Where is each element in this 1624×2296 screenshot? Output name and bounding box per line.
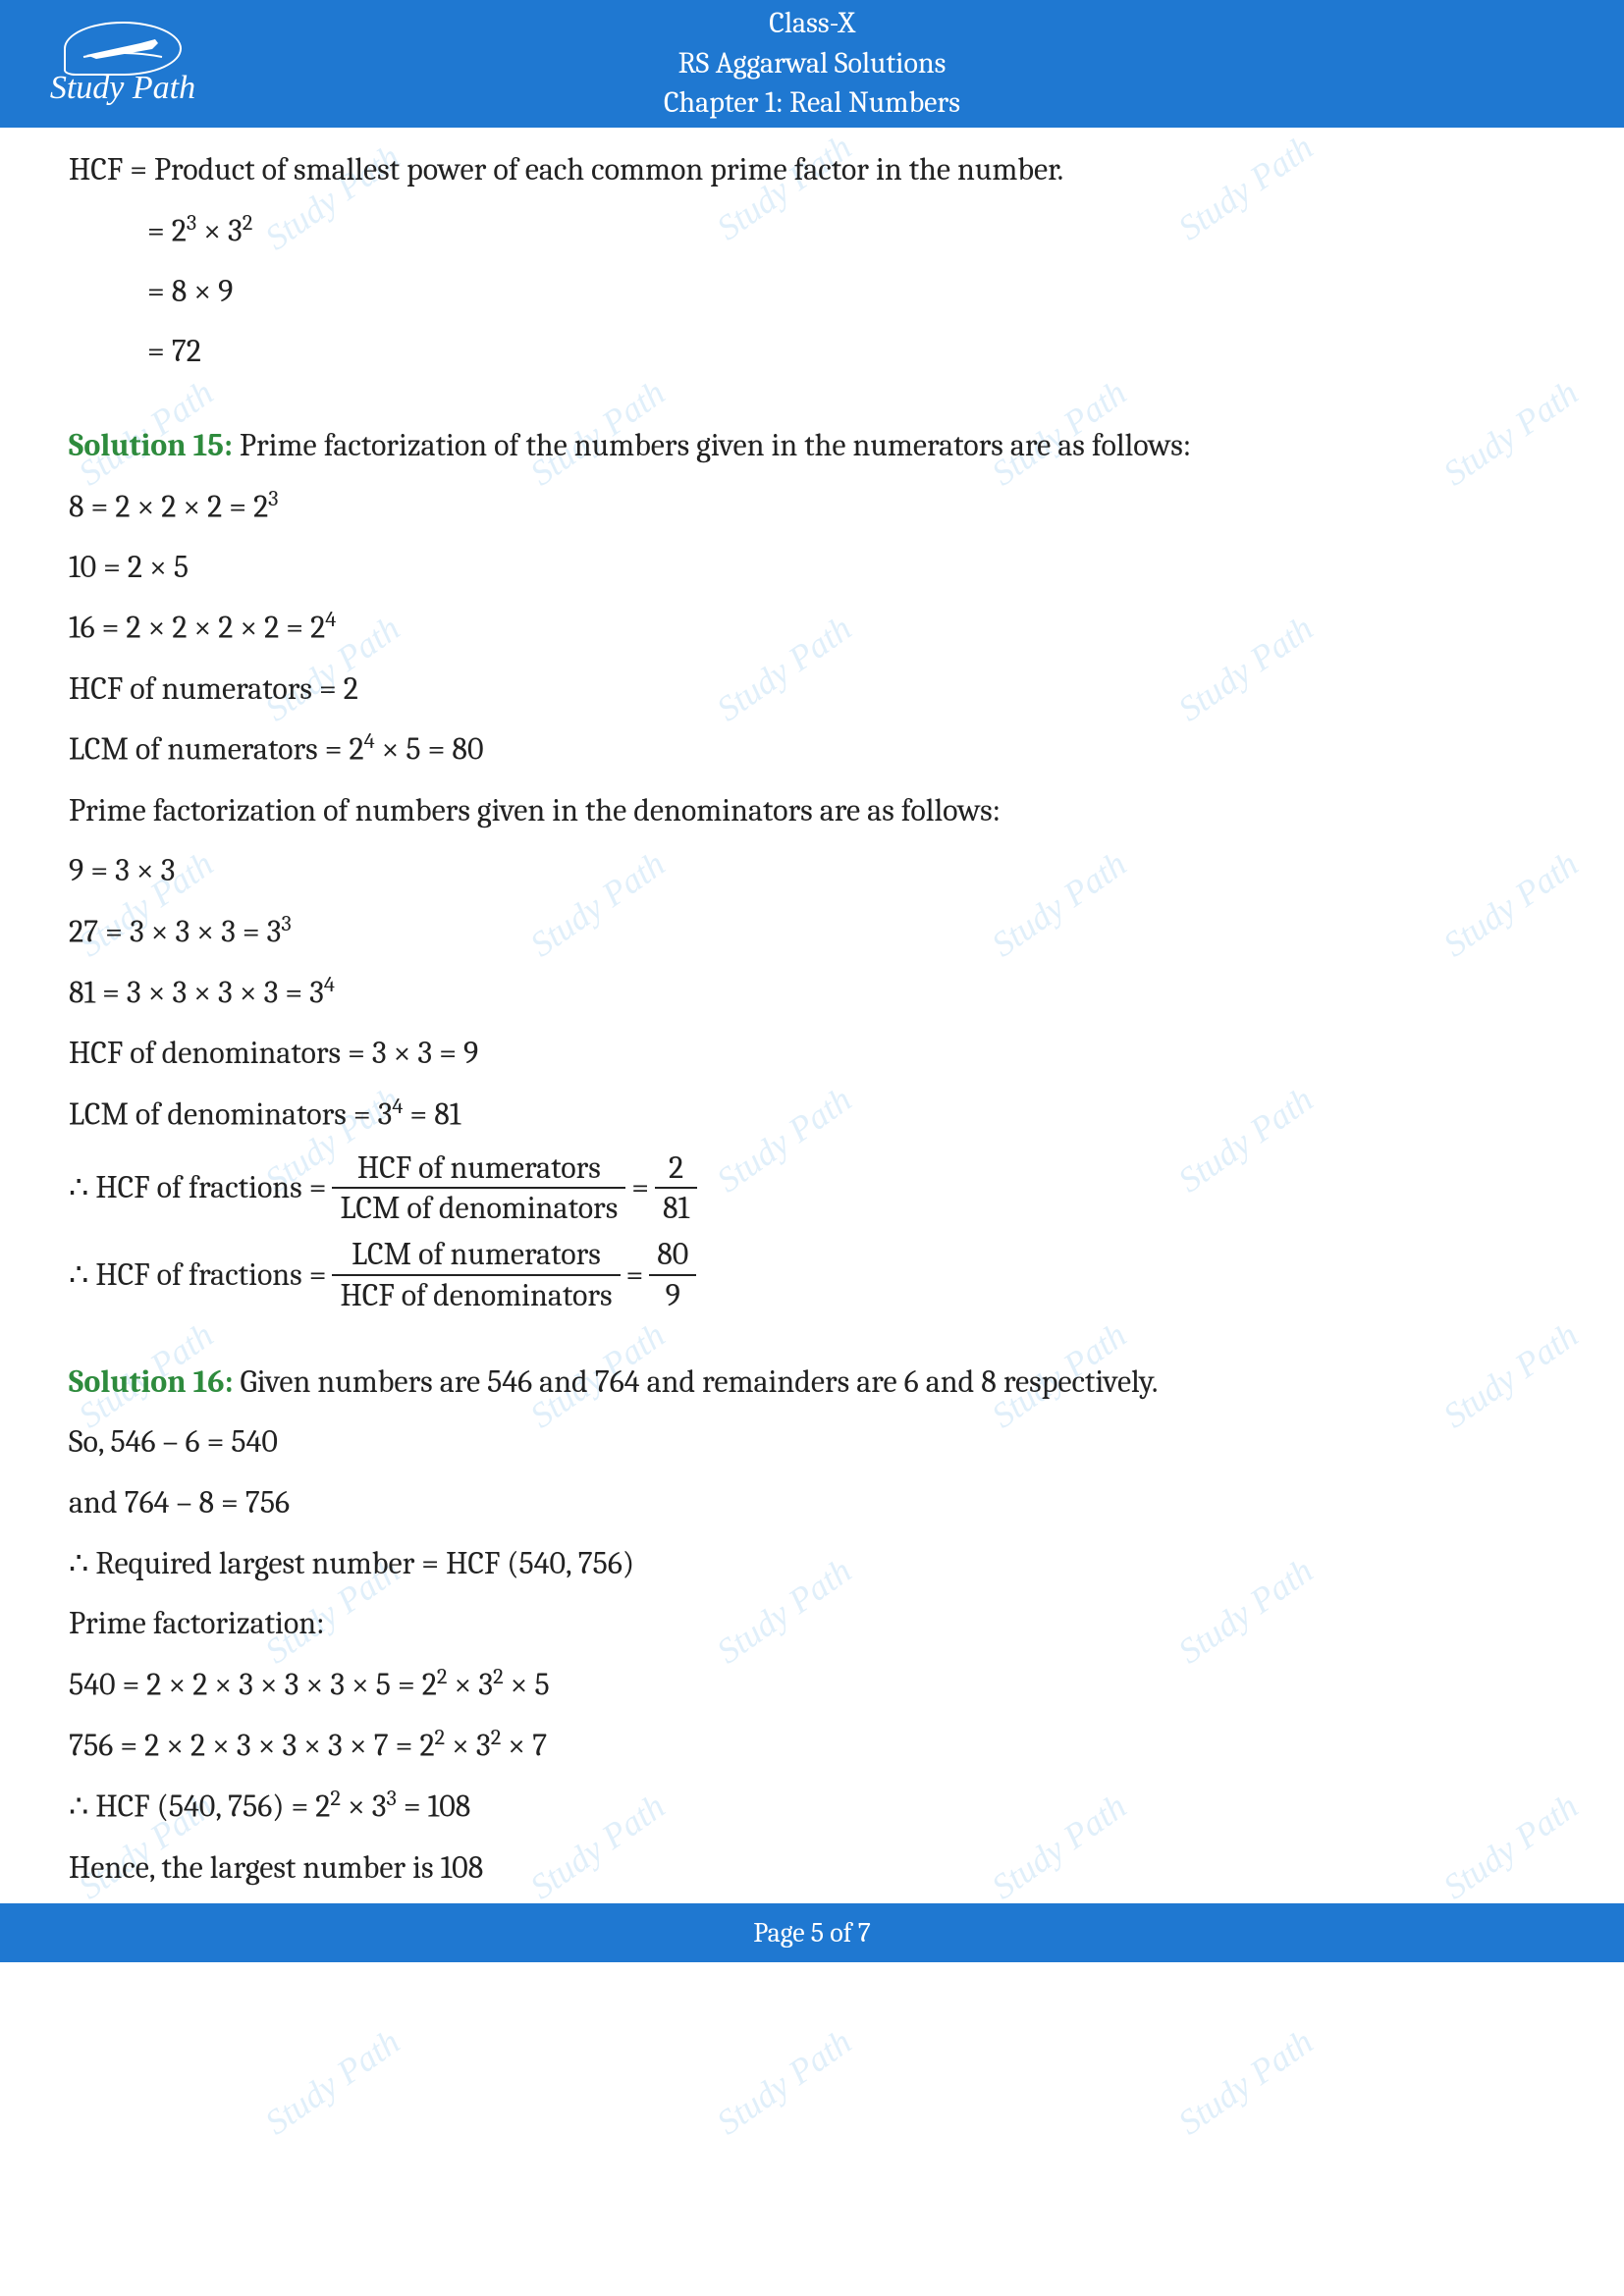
fraction: LCM of numerators HCF of denominators (332, 1237, 620, 1311)
hcf-result: ∴ HCF (540, 756) = 22 × 33 = 108 (69, 1782, 1555, 1831)
fraction: 80 9 (649, 1237, 696, 1311)
exponent: 4 (392, 1094, 403, 1119)
denominator: 81 (655, 1189, 697, 1225)
exponent: 3 (281, 911, 291, 936)
text: ∴ HCF (540, 756) = 2 (69, 1789, 330, 1825)
exponent: 4 (364, 728, 375, 754)
factorization: 756 = 2 × 2 × 3 × 3 × 3 × 7 = 22 × 32 × … (69, 1721, 1555, 1770)
hcf-numerators: HCF of numerators = 2 (69, 665, 1555, 714)
text: = 2 (147, 212, 187, 248)
page-footer: Page 5 of 7 (0, 1903, 1624, 1962)
hcf-step: = 8 × 9 (69, 267, 1555, 316)
text: 756 = 2 × 2 × 3 × 3 × 3 × 7 = 2 (69, 1728, 435, 1764)
pencil-icon (64, 22, 182, 76)
text: ∴ HCF of fractions = (69, 1163, 326, 1212)
exponent: 3 (187, 210, 196, 236)
text: = (626, 1251, 644, 1300)
denominator: 9 (649, 1276, 696, 1312)
text: Given numbers are 546 and 764 and remain… (233, 1363, 1158, 1400)
factorization: 10 = 2 × 5 (69, 543, 1555, 592)
text: 27 = 3 × 3 × 3 = 3 (69, 913, 281, 949)
hcf-result: = 72 (69, 327, 1555, 376)
text: × 3 (196, 212, 243, 248)
text: 8 = 2 × 2 × 2 = 2 (69, 488, 268, 524)
calc-step: Prime factorization: (69, 1599, 1555, 1648)
text: 81 = 3 × 3 × 3 × 3 = 3 (69, 975, 324, 1011)
hcf-definition: HCF = Product of smallest power of each … (69, 145, 1555, 194)
lcm-numerators: LCM of numerators = 24 × 5 = 80 (69, 724, 1555, 774)
calc-step: So, 546 – 6 = 540 (69, 1417, 1555, 1467)
watermark-icon: Study Path (1170, 2021, 1321, 2143)
text: 16 = 2 × 2 × 2 × 2 = 2 (69, 610, 325, 646)
solution-16-intro: Solution 16: Given numbers are 546 and 7… (69, 1358, 1555, 1407)
exponent: 2 (437, 1664, 448, 1689)
lcm-denominators: LCM of denominators = 34 = 81 (69, 1090, 1555, 1139)
page-content: HCF = Product of smallest power of each … (0, 128, 1624, 1892)
factorization: 8 = 2 × 2 × 2 = 23 (69, 482, 1555, 531)
factorization: 81 = 3 × 3 × 3 × 3 = 34 (69, 968, 1555, 1017)
header-titles: Class-X RS Aggarwal Solutions Chapter 1:… (664, 4, 960, 124)
hcf-fraction-formula: ∴ HCF of fractions = HCF of numerators L… (69, 1150, 1555, 1225)
hcf-denominators: HCF of denominators = 3 × 3 = 9 (69, 1029, 1555, 1078)
page-number: Page 5 of 7 (753, 1917, 871, 1949)
exponent: 2 (435, 1725, 446, 1750)
numerator: LCM of numerators (332, 1237, 620, 1275)
conclusion: Hence, the largest number is 108 (69, 1843, 1555, 1893)
header-class: Class-X (664, 4, 960, 44)
logo: Study Path (34, 22, 211, 107)
text: = 108 (397, 1789, 470, 1825)
fraction: 2 81 (655, 1150, 697, 1225)
header-book: RS Aggarwal Solutions (664, 44, 960, 84)
calc-step: and 764 – 8 = 756 (69, 1478, 1555, 1527)
numerator: 2 (655, 1150, 697, 1189)
watermark-icon: Study Path (709, 2021, 859, 2143)
hcf-step: = 23 × 32 (69, 206, 1555, 255)
factorization: 16 = 2 × 2 × 2 × 2 = 24 (69, 603, 1555, 652)
factorization: 27 = 3 × 3 × 3 = 33 (69, 907, 1555, 956)
solution-label: Solution 15: (69, 427, 233, 463)
text: 540 = 2 × 2 × 3 × 3 × 3 × 5 = 2 (69, 1666, 437, 1702)
denominator: HCF of denominators (332, 1276, 620, 1312)
exponent: 4 (324, 972, 335, 997)
exponent: 2 (330, 1786, 341, 1811)
page-header: Study Path Class-X RS Aggarwal Solutions… (0, 0, 1624, 128)
calc-step: ∴ Required largest number = HCF (540, 75… (69, 1539, 1555, 1588)
numerator: HCF of numerators (332, 1150, 625, 1189)
text: = 81 (403, 1096, 460, 1133)
solution-label: Solution 16: (69, 1363, 233, 1400)
text: × 5 (504, 1666, 550, 1702)
text: × 3 (448, 1666, 494, 1702)
text: ∴ HCF of fractions = (69, 1251, 326, 1300)
exponent: 3 (268, 486, 278, 511)
exponent: 2 (493, 1664, 504, 1689)
text: Prime factorization of the numbers given… (233, 427, 1191, 463)
exponent: 2 (243, 210, 253, 236)
denominator: LCM of denominators (332, 1189, 625, 1225)
denominator-intro: Prime factorization of numbers given in … (69, 786, 1555, 835)
text: × 3 (341, 1789, 387, 1825)
text: × 7 (501, 1728, 547, 1764)
exponent: 3 (387, 1786, 397, 1811)
exponent: 2 (491, 1725, 502, 1750)
text: LCM of numerators = 2 (69, 731, 364, 768)
exponent: 4 (325, 607, 336, 632)
watermark-icon: Study Path (257, 2021, 407, 2143)
solution-15-intro: Solution 15: Prime factorization of the … (69, 421, 1555, 470)
factorization: 540 = 2 × 2 × 3 × 3 × 3 × 5 = 22 × 32 × … (69, 1660, 1555, 1709)
text: = (631, 1163, 649, 1212)
text: LCM of denominators = 3 (69, 1096, 392, 1133)
numerator: 80 (649, 1237, 696, 1275)
text: × 3 (445, 1728, 491, 1764)
fraction: HCF of numerators LCM of denominators (332, 1150, 625, 1225)
header-chapter: Chapter 1: Real Numbers (664, 83, 960, 124)
factorization: 9 = 3 × 3 (69, 846, 1555, 895)
lcm-fraction-formula: ∴ HCF of fractions = LCM of numerators H… (69, 1237, 1555, 1311)
text: × 5 = 80 (375, 731, 484, 768)
